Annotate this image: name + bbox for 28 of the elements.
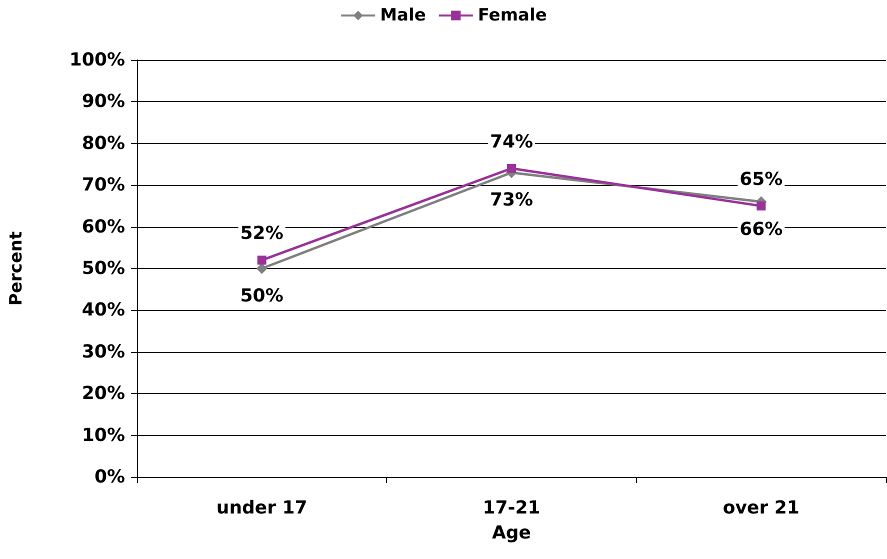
y-tick-label: 0% — [94, 466, 125, 488]
data-label: 74% — [490, 131, 534, 152]
data-label: 50% — [240, 286, 284, 306]
x-tick-label: 17-21 — [482, 498, 540, 518]
data-label: 65% — [740, 168, 783, 190]
y-tick-label: 10% — [82, 424, 125, 446]
legend-label: Male — [380, 6, 426, 26]
point — [756, 201, 766, 210]
legend-label: Female — [478, 6, 547, 26]
y-tick-label: 30% — [82, 341, 125, 362]
y-tick-label: 70% — [82, 174, 125, 196]
y-tick-label: 90% — [82, 91, 125, 112]
point — [256, 263, 268, 274]
y-tick-label: 100% — [69, 50, 125, 70]
y-tick-label: 80% — [82, 132, 125, 154]
y-tick-label: 40% — [82, 300, 125, 321]
data-label: 52% — [240, 223, 284, 244]
y-axis-title: Percent — [6, 231, 26, 306]
x-tick-label: under 17 — [216, 498, 308, 518]
y-tick-label: 20% — [82, 383, 125, 404]
point — [257, 256, 266, 265]
y-tick-label: 60% — [82, 216, 125, 238]
data-label: 66% — [740, 218, 783, 240]
x-tick-label: over 21 — [722, 498, 800, 518]
data-label: 73% — [490, 190, 534, 211]
x-axis-title: Age — [492, 522, 532, 544]
y-tick-label: 50% — [82, 258, 125, 279]
point — [507, 164, 516, 173]
